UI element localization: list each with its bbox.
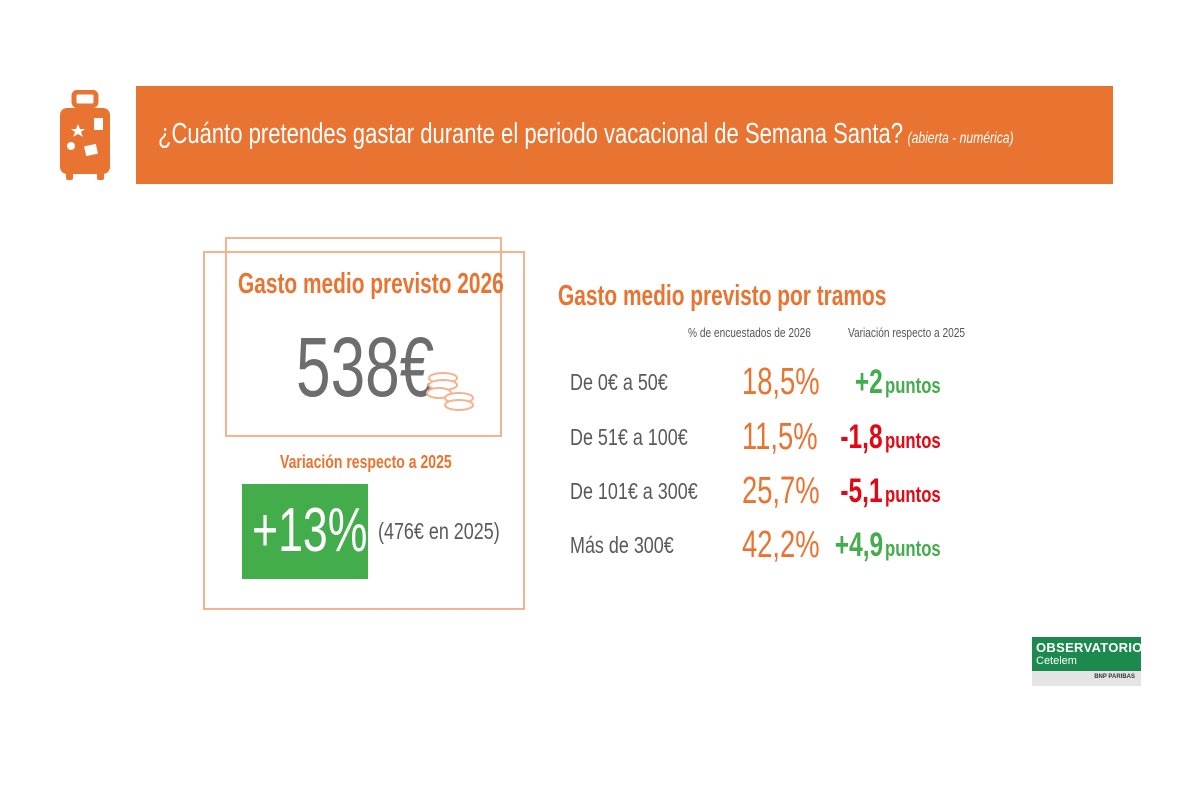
variation-label: Variación respecto a 2025 xyxy=(280,452,452,472)
header-bar: ¿Cuánto pretendes gastar durante el peri… xyxy=(136,86,1113,184)
suitcase-icon xyxy=(60,90,110,180)
logo-line-2: Cetelem xyxy=(1036,655,1077,667)
tramo-percent: 42,2% xyxy=(742,524,820,566)
tramo-variation-unit: puntos xyxy=(884,373,941,398)
tramo-variation-value: +4,9 xyxy=(834,526,883,564)
summary-card-frame xyxy=(203,251,525,610)
tramo-variation-unit: puntos xyxy=(884,428,941,453)
tramo-variation-unit: puntos xyxy=(884,536,941,561)
tramo-percent: 18,5% xyxy=(742,361,820,403)
tramo-variation-value: -1,8 xyxy=(840,418,883,456)
tramos-title: Gasto medio previsto por tramos xyxy=(558,280,887,312)
tramo-label: De 51€ a 100€ xyxy=(570,424,688,450)
column-header-variation: Variación respecto a 2025 xyxy=(848,325,966,340)
coins-icon xyxy=(426,372,474,411)
tramo-label: De 0€ a 50€ xyxy=(570,369,668,395)
tramo-percent: 11,5% xyxy=(742,416,818,458)
page-title: ¿Cuánto pretendes gastar durante el peri… xyxy=(158,118,1014,150)
variation-value: +13% xyxy=(252,496,368,565)
previous-year-spend: (476€ en 2025) xyxy=(378,518,500,544)
average-spend-value: 538€ xyxy=(296,320,435,414)
logo-line-3: BNP PARIBAS xyxy=(1094,674,1135,680)
tramo-variation: -1,8puntos xyxy=(824,418,958,457)
tramo-variation: -5,1puntos xyxy=(824,472,958,511)
tramo-variation: +2puntos xyxy=(844,363,958,402)
tramo-variation-unit: puntos xyxy=(884,482,941,507)
column-header-percent: % de encuestados de 2026 xyxy=(688,325,811,340)
tramo-percent: 25,7% xyxy=(742,470,820,512)
average-spend-frame xyxy=(225,237,502,437)
tramo-variation-value: -5,1 xyxy=(840,472,883,510)
tramo-variation: +4,9puntos xyxy=(816,526,958,565)
question-note: (abierta - numérica) xyxy=(907,130,1014,147)
tramo-label: Más de 300€ xyxy=(570,532,674,558)
logo-line-1: OBSERVATORIO xyxy=(1036,640,1143,655)
tramo-label: De 101€ a 300€ xyxy=(570,478,698,504)
average-spend-title: Gasto medio previsto 2026 xyxy=(238,268,504,300)
observatorio-cetelem-logo: OBSERVATORIO Cetelem BNP PARIBAS xyxy=(1032,637,1143,686)
tramo-variation-value: +2 xyxy=(854,363,883,401)
variation-badge: +13% xyxy=(242,484,368,579)
